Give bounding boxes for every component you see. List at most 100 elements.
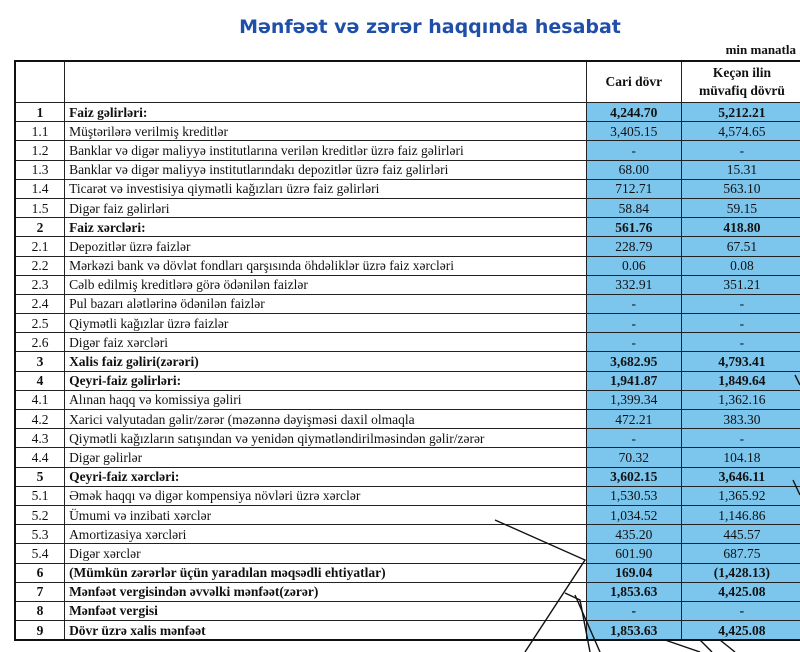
row-label: Amortizasiya xərcləri: [64, 524, 587, 545]
row-number: 2.2: [14, 255, 66, 276]
header-previous-line2: müvafiq dövrü: [698, 83, 785, 98]
table-row: 2.1 Depozitlər üzrə faizlər 228.79 67.51: [14, 236, 800, 257]
table-row: 4.3 Qiymətli kağızların satışından və yen…: [14, 428, 800, 449]
table-row: 4 Qeyri-faiz gəlirləri: 1,941.87 1,849.64: [14, 370, 800, 391]
current-period-value: 332.91: [585, 274, 682, 295]
row-number: 4.3: [14, 428, 66, 449]
current-period-value: 1,399.34: [585, 389, 682, 411]
row-label: Depozitlər üzrə faizlər: [64, 236, 587, 257]
table-row: 2.6 Digər faiz xərcləri - -: [14, 332, 800, 353]
table-row: 8 Mənfəət vergisi - -: [14, 600, 800, 622]
row-label: Pul bazarı alətlərinə ödənilən faizlər: [64, 293, 587, 315]
row-label: Digər gəlirlər: [64, 447, 587, 468]
current-period-value: 1,530.53: [585, 485, 682, 506]
row-label: Banklar və digər maliyyə institutlarına …: [64, 140, 587, 161]
row-number: 1.2: [14, 140, 66, 161]
row-label: Ümumi və inzibati xərclər: [64, 504, 587, 526]
row-number: 4.1: [14, 389, 66, 411]
table-row: 4.2 Xarici valyutadan gəlir/zərər (məzənn…: [14, 408, 800, 430]
row-number: 3: [14, 351, 66, 372]
table-row: 1 Faiz gəlirləri: 4,244.70 5,212.21: [14, 101, 800, 123]
previous-period-value: 418.80: [680, 217, 800, 238]
income-statement-table: Cari dövr Keçən ilin müvafiq dövrü 1 Faiz…: [14, 60, 800, 642]
row-number: 4: [14, 370, 66, 391]
row-label: Mənfəət vergisindən əvvəlki mənfəət(zərə…: [64, 581, 587, 602]
row-label: Dövr üzrə xalis mənfəət: [64, 620, 587, 641]
previous-period-value: 4,574.65: [680, 121, 800, 142]
row-number: 8: [14, 600, 66, 622]
table-header: Cari dövr Keçən ilin müvafiq dövrü: [14, 60, 800, 103]
previous-period-value: 563.10: [680, 178, 800, 199]
row-label: Qeyri-faiz gəlirləri:: [64, 370, 587, 391]
previous-period-value: 4,425.08: [680, 581, 800, 602]
current-period-value: 169.04: [585, 562, 682, 583]
previous-period-value: 3,646.11: [680, 466, 800, 487]
previous-period-value: 1,146.86: [680, 504, 800, 526]
row-number: 1.4: [14, 178, 66, 199]
row-number: 9: [14, 620, 66, 641]
table-row: 5.3 Amortizasiya xərcləri 435.20 445.57: [14, 524, 800, 545]
row-label: Digər xərclər: [64, 543, 587, 564]
current-period-value: 0.06: [585, 255, 682, 276]
row-label: Faiz gəlirləri:: [64, 101, 587, 123]
row-number: 5.2: [14, 504, 66, 526]
row-label: Cəlb edilmiş kreditlərə görə ödənilən fa…: [64, 274, 587, 295]
table-row: 9 Dövr üzrə xalis mənfəət 1,853.63 4,425.08: [14, 620, 800, 641]
row-number: 2.1: [14, 236, 66, 257]
current-period-value: 228.79: [585, 236, 682, 257]
table-row: 1.5 Digər faiz gəlirləri 58.84 59.15: [14, 197, 800, 219]
row-label: Qiymətli kağızların satışından və yenidə…: [64, 428, 587, 449]
previous-period-value: 1,849.64: [680, 370, 800, 391]
previous-period-value: -: [680, 428, 800, 449]
current-period-value: -: [585, 332, 682, 353]
row-label: Mənfəət vergisi: [64, 600, 587, 622]
previous-period-value: 1,365.92: [680, 485, 800, 506]
row-label: Qeyri-faiz xərcləri:: [64, 466, 587, 487]
previous-period-value: -: [680, 313, 800, 334]
table-row: 5 Qeyri-faiz xərcləri: 3,602.15 3,646.11: [14, 466, 800, 487]
previous-period-value: 445.57: [680, 524, 800, 545]
header-current-period: Cari dövr: [585, 60, 682, 103]
row-label: Əmək haqqı və digər kompensiya növləri ü…: [64, 485, 587, 506]
previous-period-value: -: [680, 332, 800, 353]
row-number: 2.5: [14, 313, 66, 334]
row-number: 5: [14, 466, 66, 487]
table-row: 3 Xalis faiz gəliri(zərəri) 3,682.95 4,793.…: [14, 351, 800, 372]
current-period-value: 68.00: [585, 159, 682, 180]
header-previous-period: Keçən ilin müvafiq dövrü: [680, 60, 800, 103]
row-number: 2: [14, 217, 66, 238]
current-period-value: 712.71: [585, 178, 682, 199]
row-number: 7: [14, 581, 66, 602]
row-number: 4.2: [14, 408, 66, 430]
current-period-value: 472.21: [585, 408, 682, 430]
row-number: 5.1: [14, 485, 66, 506]
row-label: (Mümkün zərərlər üçün yaradılan məqsədli…: [64, 562, 587, 583]
previous-period-value: 15.31: [680, 159, 800, 180]
table-row: 5.4 Digər xərclər 601.90 687.75: [14, 543, 800, 564]
previous-period-value: 4,425.08: [680, 620, 800, 641]
table-row: 1.4 Ticarət və investisiya qiymətli kağız…: [14, 178, 800, 199]
row-label: Banklar və digər maliyyə institutlarında…: [64, 159, 587, 180]
row-label: Digər faiz gəlirləri: [64, 197, 587, 219]
table-row: 7 Mənfəət vergisindən əvvəlki mənfəət(zər…: [14, 581, 800, 602]
row-label: Faiz xərcləri:: [64, 217, 587, 238]
table-row: 4.1 Alınan haqq və komissiya gəliri 1,399.…: [14, 389, 800, 411]
row-number: 1.5: [14, 197, 66, 219]
current-period-value: 3,602.15: [585, 466, 682, 487]
row-label: Alınan haqq və komissiya gəliri: [64, 389, 587, 411]
row-label: Xalis faiz gəliri(zərəri): [64, 351, 587, 372]
row-number: 2.3: [14, 274, 66, 295]
current-period-value: -: [585, 140, 682, 161]
row-number: 4.4: [14, 447, 66, 468]
previous-period-value: 687.75: [680, 543, 800, 564]
previous-period-value: 67.51: [680, 236, 800, 257]
table-row: 6 (Mümkün zərərlər üçün yaradılan məqsədl…: [14, 562, 800, 583]
current-period-value: 70.32: [585, 447, 682, 468]
row-label: Ticarət və investisiya qiymətli kağızlar…: [64, 178, 587, 199]
current-period-value: 1,853.63: [585, 581, 682, 602]
current-period-value: 1,034.52: [585, 504, 682, 526]
table-row: 5.2 Ümumi və inzibati xərclər 1,034.52 1,14…: [14, 504, 800, 526]
previous-period-value: 104.18: [680, 447, 800, 468]
previous-period-value: 4,793.41: [680, 351, 800, 372]
current-period-value: 1,853.63: [585, 620, 682, 641]
